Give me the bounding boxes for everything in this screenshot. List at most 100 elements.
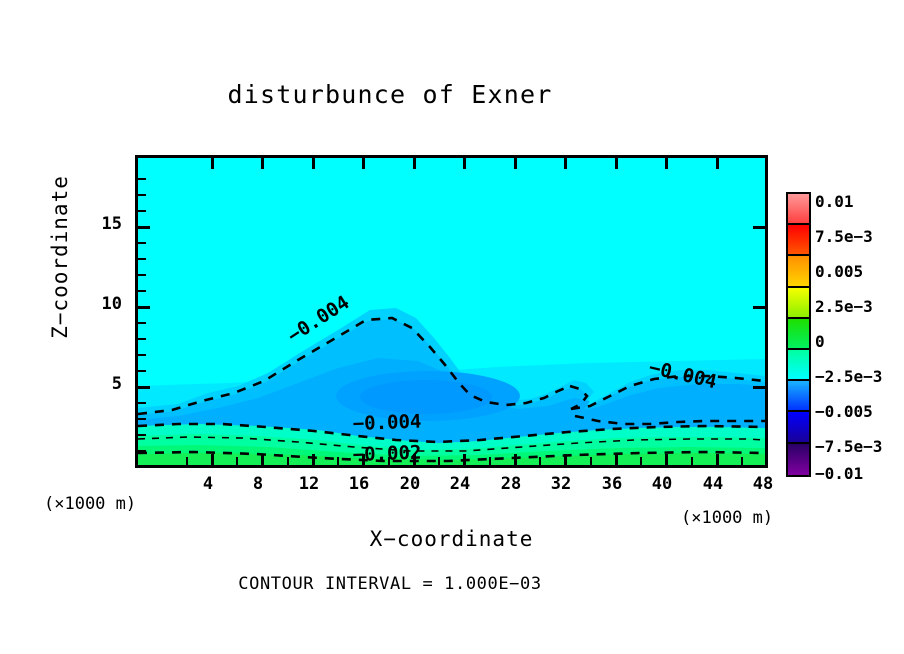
xtick-label-48: 48 — [752, 474, 774, 494]
contour-field — [138, 158, 765, 465]
colorbar-label-8: −0.01 — [815, 464, 864, 483]
xtick-top-12 — [312, 158, 315, 169]
xtick-top-16 — [362, 158, 365, 169]
xtick-28 — [514, 454, 517, 465]
colorbar-label-3: 2.5e−3 — [815, 297, 873, 316]
xtick-label-40: 40 — [651, 474, 673, 494]
xtick-label-16: 16 — [348, 474, 370, 494]
xtick-minor-34 — [590, 457, 592, 465]
page-title: disturbunce of Exner — [227, 80, 553, 109]
xtick-top-4 — [211, 158, 214, 169]
colorbar-band-1 — [788, 225, 809, 257]
xtick-minor-46 — [741, 457, 743, 465]
xtick-top-32 — [564, 158, 567, 169]
xtick-8 — [261, 454, 264, 465]
xtick-top-40 — [665, 158, 668, 169]
xtick-label-36: 36 — [601, 474, 623, 494]
xtick-44 — [716, 454, 719, 465]
ytick-10 — [138, 306, 150, 309]
xtick-top-28 — [514, 158, 517, 169]
xtick-minor-26 — [489, 457, 491, 465]
ytick-minor-8 — [138, 338, 146, 340]
ytick-minor-18 — [138, 178, 146, 180]
ytick-right-15 — [753, 226, 765, 229]
ytick-right-5 — [753, 386, 765, 389]
xtick-24 — [463, 454, 466, 465]
xtick-20 — [413, 454, 416, 465]
colorbar-label-1: 7.5e−3 — [815, 227, 873, 246]
ytick-label-10: 10 — [101, 294, 122, 314]
colorbar-band-2 — [788, 256, 809, 288]
xtick-top-48 — [766, 158, 768, 169]
xtick-minor-10 — [287, 457, 289, 465]
colorbar-band-5 — [788, 350, 809, 382]
colorbar-label-4: 0 — [815, 332, 825, 351]
ytick-minor-16 — [138, 210, 146, 212]
xtick-minor-2 — [186, 457, 188, 465]
xtick-label-24: 24 — [449, 474, 471, 494]
xtick-minor-30 — [539, 457, 541, 465]
xtick-top-36 — [615, 158, 618, 169]
xtick-minor-38 — [640, 457, 642, 465]
xtick-label-32: 32 — [550, 474, 572, 494]
xtick-36 — [615, 454, 618, 465]
colorbar-band-6 — [788, 381, 809, 413]
ytick-minor-14 — [138, 242, 146, 244]
xtick-label-8: 8 — [252, 474, 264, 494]
ytick-15 — [138, 226, 150, 229]
ytick-minor-17 — [138, 194, 146, 196]
xtick-label-44: 44 — [702, 474, 724, 494]
ytick-minor-7 — [138, 354, 146, 356]
xtick-label-12: 12 — [298, 474, 320, 494]
y-axis-title: Z−coordinate — [48, 175, 72, 339]
x-axis-title: X−coordinate — [369, 527, 534, 551]
x-unit-note-left: (×1000 m) — [44, 494, 137, 514]
ytick-minor-11 — [138, 290, 146, 292]
xtick-minor-14 — [337, 457, 339, 465]
colorbar-label-0: 0.01 — [815, 192, 854, 211]
colorbar-band-0 — [788, 194, 809, 226]
xtick-minor-6 — [236, 457, 238, 465]
ytick-minor-6 — [138, 370, 146, 372]
colorbar-band-7 — [788, 412, 809, 444]
colorbar-band-3 — [788, 287, 809, 319]
xtick-top-8 — [261, 158, 264, 169]
ytick-minor-12 — [138, 274, 146, 276]
ytick-minor-13 — [138, 258, 146, 260]
xtick-minor-18 — [388, 457, 390, 465]
colorbar-label-7: −7.5e−3 — [815, 437, 883, 456]
colorbar[interactable] — [786, 192, 811, 477]
colorbar-band-4 — [788, 318, 809, 350]
colorbar-band-8 — [788, 443, 809, 475]
xtick-48 — [766, 454, 768, 465]
xtick-4 — [211, 454, 214, 465]
xtick-minor-22 — [438, 457, 440, 465]
colorbar-label-2: 0.005 — [815, 262, 864, 281]
ytick-minor-2 — [138, 434, 146, 436]
xtick-label-4: 4 — [202, 474, 214, 494]
ytick-minor-3 — [138, 418, 146, 420]
contour-interval-note: CONTOUR INTERVAL = 1.000E−03 — [238, 574, 542, 594]
xtick-minor-42 — [691, 457, 693, 465]
contour-plot-area[interactable]: −0.004 −0.004 −0.004 −0.002 — [135, 155, 768, 468]
ytick-label-5: 5 — [111, 374, 122, 394]
xtick-top-24 — [463, 158, 466, 169]
colorbar-label-6: −0.005 — [815, 402, 873, 421]
xtick-top-44 — [716, 158, 719, 169]
ytick-minor-9 — [138, 322, 146, 324]
xtick-12 — [312, 454, 315, 465]
xtick-16 — [362, 454, 365, 465]
x-unit-note-right: (×1000 m) — [681, 508, 774, 528]
ytick-label-15: 15 — [101, 214, 122, 234]
xtick-label-28: 28 — [500, 474, 522, 494]
ytick-minor-1 — [138, 450, 146, 452]
ytick-right-10 — [753, 306, 765, 309]
ytick-5 — [138, 386, 150, 389]
colorbar-label-5: −2.5e−3 — [815, 367, 883, 386]
xtick-40 — [665, 454, 668, 465]
ytick-minor-4 — [138, 402, 146, 404]
xtick-32 — [564, 454, 567, 465]
xtick-top-20 — [413, 158, 416, 169]
xtick-label-20: 20 — [399, 474, 421, 494]
